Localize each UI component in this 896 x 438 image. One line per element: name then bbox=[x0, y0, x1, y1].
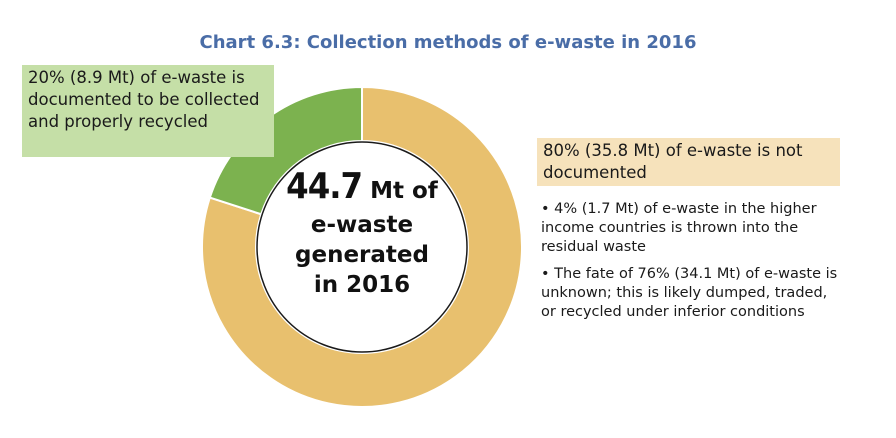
center-unit: Mt of bbox=[370, 178, 438, 204]
donut-slice-not-documented bbox=[201, 85, 523, 408]
undocumented-slice-label: 80% (35.8 Mt) of e-waste is not document… bbox=[537, 138, 840, 186]
center-line-3: generated bbox=[295, 242, 429, 268]
documented-slice-label: 20% (8.9 Mt) of e-waste is documented to… bbox=[22, 65, 274, 157]
center-line-2: e-waste bbox=[310, 212, 414, 238]
center-label: 44.7 Mt of e-waste generated in 2016 bbox=[262, 168, 462, 300]
donut-center-circle bbox=[256, 141, 468, 353]
note-fate-unknown: • The fate of 76% (34.1 Mt) of e-waste i… bbox=[541, 266, 838, 320]
center-total-value: 44.7 bbox=[286, 166, 363, 207]
chart-title: Chart 6.3: Collection methods of e-waste… bbox=[199, 32, 697, 53]
center-line-4: in 2016 bbox=[313, 272, 411, 298]
note-residual-waste: • 4% (1.7 Mt) of e-waste in the higher i… bbox=[541, 201, 817, 255]
